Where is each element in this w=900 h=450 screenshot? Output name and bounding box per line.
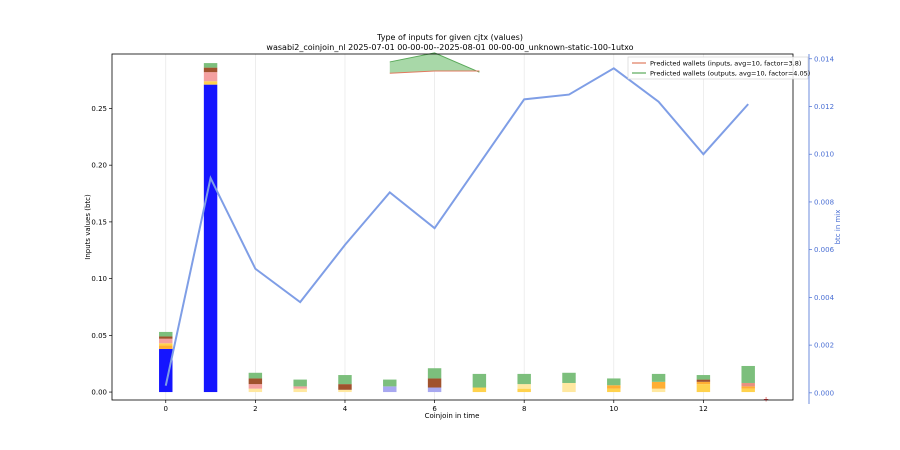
x-axis-label: Coinjoin in time [425, 412, 480, 420]
y2-tick-label: 0.010 [814, 151, 834, 159]
y-tick-label: 0.05 [91, 332, 107, 340]
plot-frame [111, 53, 794, 401]
y2-tick-label: 0.008 [814, 198, 834, 206]
y2-tick-label: 0.000 [814, 389, 834, 397]
bars [159, 63, 755, 393]
bar-segment-pink [248, 384, 263, 389]
y2-axis: 0.000 0.002 0.004 0.006 0.008 0.010 0.012 0.014 [808, 54, 835, 404]
y2-tick-label: 0.012 [814, 103, 834, 111]
y2-axis-label: btc in mix [834, 210, 842, 245]
y-tick-label: 0.20 [91, 162, 107, 170]
predicted-wallets: + [389, 52, 769, 404]
bar-segment-green [741, 365, 755, 383]
bar-segment-pink [293, 386, 307, 389]
bar-segment-gold [517, 388, 531, 393]
y-axis-label: Inputs values (btc) [84, 194, 92, 260]
chart-title: Type of inputs for given cjtx (values) [376, 33, 523, 42]
bar-segment-orange [651, 381, 666, 389]
legend-inputs-label: Predicted wallets (inputs, avg=10, facto… [650, 60, 801, 68]
bar-segment-green [562, 372, 576, 383]
y2-tick-label: 0.004 [814, 294, 835, 302]
bar-segment-orange [159, 345, 173, 349]
bar-segment-green [472, 373, 487, 388]
legend: Predicted wallets (inputs, avg=10, facto… [627, 56, 810, 80]
y-tick-label: 0.10 [91, 275, 107, 283]
bar-segment-orange [696, 381, 711, 385]
chart-subtitle: wasabi2_coinjoin_nl 2025-07-01 00-00-00-… [266, 43, 633, 52]
bar-segment-brown [427, 378, 442, 388]
bar-segment-green [293, 379, 307, 387]
y2-tick-label: 0.002 [814, 342, 834, 350]
bar-segment-gold [741, 388, 755, 393]
bar-segment-fresh [203, 84, 218, 393]
bar-segment-pink [203, 72, 218, 82]
bar-segment-brown [248, 378, 263, 385]
bar-segment-light_blue [427, 387, 442, 393]
y-tick-label: 0.15 [91, 218, 107, 226]
bar-segment-brown [696, 379, 711, 382]
predicted-wallets-band [389, 52, 480, 74]
bar-segment-green [607, 378, 621, 386]
bar-segment-light_yellow [562, 382, 576, 393]
bar-segment-light_blue [383, 386, 397, 393]
bar-segment-gold [607, 388, 621, 393]
bar-segment-orange [741, 386, 755, 389]
bar-segment-fresh [159, 348, 173, 393]
bar-segment-green [203, 63, 218, 68]
bar-segment-green [159, 331, 173, 337]
bar-segment-brown [203, 67, 218, 73]
bar-segment-green [383, 379, 397, 387]
y-tick-label: 0.25 [91, 105, 107, 113]
bar-segment-gold [159, 343, 173, 346]
bar-segment-green [517, 373, 531, 385]
legend-outputs-label: Predicted wallets (outputs, avg=10, fact… [650, 70, 810, 78]
bar-segment-green [696, 375, 711, 380]
bar-segment-orange [607, 385, 621, 389]
y-tick-label: 0.00 [91, 389, 107, 397]
predicted-inputs-line [389, 70, 480, 74]
x-tick-label: 10 [609, 405, 618, 413]
bar-segment-brown [159, 336, 173, 339]
btc-in-mix-series [164, 67, 749, 386]
bar-segment-pink [159, 338, 173, 344]
bar-segment-light_yellow [517, 384, 531, 389]
predicted-outputs-line [389, 52, 480, 73]
bar-segment-green [651, 373, 666, 382]
legend-box [627, 56, 809, 80]
bar-segment-gold [472, 387, 487, 393]
bar-segment-green [427, 368, 442, 379]
x-tick-label: 6 [432, 405, 437, 413]
bar-segment-light_yellow [651, 388, 666, 393]
x-tick-label: 2 [253, 405, 257, 413]
grid [165, 54, 704, 400]
bar-segment-salmon [741, 382, 755, 387]
bar-segment-light_yellow [293, 388, 307, 393]
y-axis: 0.00 0.05 0.10 0.15 0.20 0.25 [91, 105, 112, 397]
bar-segment-gold [696, 384, 711, 393]
x-tick-label: 0 [164, 405, 168, 413]
bar-segment-light_yellow [248, 388, 263, 393]
x-tick-label: 4 [343, 405, 348, 413]
bar-segment-light_yellow [338, 389, 352, 393]
bar-segment-green [248, 372, 263, 379]
bar-segment-gold [203, 81, 218, 85]
x-tick-label: 12 [699, 405, 708, 413]
bar-segment-green [338, 375, 352, 385]
y2-tick-label: 0.014 [814, 55, 835, 63]
x-tick-label: 8 [522, 405, 526, 413]
y2-tick-label: 0.006 [814, 246, 835, 254]
bar-segment-brown [338, 384, 352, 390]
btc-in-mix-line [164, 67, 749, 386]
x-axis: 0 2 4 6 8 10 12 [164, 400, 708, 413]
